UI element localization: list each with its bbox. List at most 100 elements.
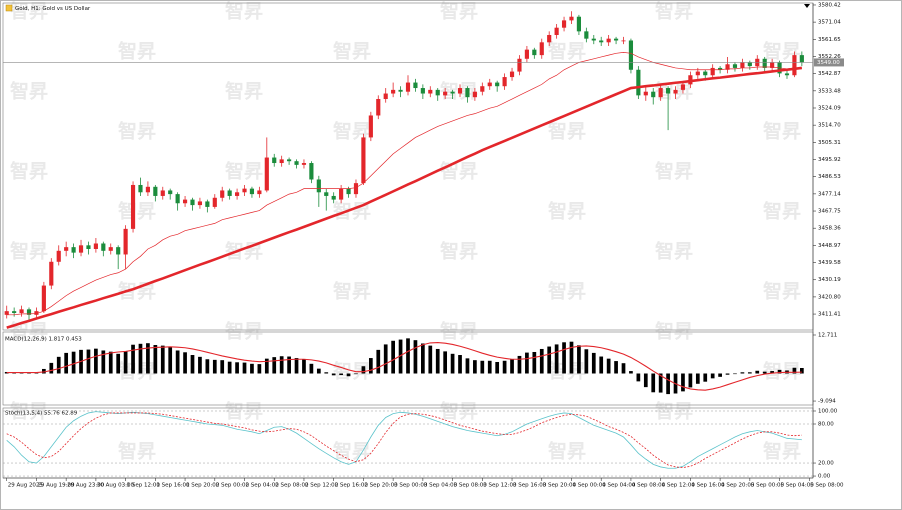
y-tick-label: 3552.26 bbox=[818, 54, 841, 60]
macd-bar bbox=[562, 342, 566, 374]
macd-bar bbox=[49, 362, 54, 374]
ma-slow bbox=[6, 66, 803, 329]
watermark: 智昇 bbox=[333, 120, 371, 143]
macd-bar bbox=[443, 351, 448, 374]
candle-body bbox=[160, 190, 165, 196]
candle-body bbox=[554, 27, 559, 36]
macd-bar bbox=[205, 359, 210, 374]
y-tick-label: 20.00 bbox=[818, 461, 834, 467]
macd-bar bbox=[287, 356, 291, 374]
y-tick-label: 80.00 bbox=[818, 422, 834, 428]
macd-bar bbox=[324, 372, 329, 374]
candle-body bbox=[108, 247, 113, 251]
macd-bar bbox=[747, 372, 752, 374]
candle-body bbox=[93, 243, 98, 249]
candle-body bbox=[227, 190, 232, 196]
x-tick-label: 4 Sep 12:00 bbox=[662, 483, 696, 489]
candle-body bbox=[405, 82, 411, 92]
macd-bar bbox=[376, 349, 381, 374]
watermark: 智昇 bbox=[10, 320, 48, 343]
candle-body bbox=[703, 71, 708, 76]
candle-body bbox=[339, 188, 344, 200]
watermark: 智昇 bbox=[763, 200, 801, 223]
candle-body bbox=[71, 247, 76, 253]
watermark: 智昇 bbox=[763, 440, 801, 463]
candle-body bbox=[383, 93, 388, 100]
macd-bar bbox=[487, 360, 492, 374]
macd-bar bbox=[153, 345, 158, 374]
candle-body bbox=[539, 42, 544, 56]
candle-body bbox=[56, 250, 61, 262]
macd-bar bbox=[4, 371, 9, 374]
candle-body bbox=[740, 62, 745, 68]
stoch-title: Stoch(13,5,4) 55.76 62.89 bbox=[5, 411, 78, 417]
candle-body bbox=[517, 58, 522, 72]
candle-body bbox=[175, 194, 180, 204]
candle-body bbox=[762, 58, 767, 68]
watermark: 智昇 bbox=[10, 240, 48, 263]
y-tick-label: 3505.31 bbox=[818, 140, 841, 146]
watermark: 智昇 bbox=[763, 360, 801, 383]
watermark: 智昇 bbox=[118, 360, 156, 383]
candle-body bbox=[101, 243, 106, 251]
candle-body bbox=[212, 197, 217, 207]
watermark: 智昇 bbox=[118, 40, 156, 63]
candle-body bbox=[487, 82, 492, 87]
macd-bar bbox=[131, 344, 135, 374]
watermark: 智昇 bbox=[763, 120, 801, 143]
macd-bar bbox=[777, 369, 782, 374]
candle-body bbox=[182, 199, 188, 204]
macd-bar bbox=[64, 352, 69, 374]
candle-body bbox=[695, 71, 700, 76]
candle-body bbox=[398, 89, 403, 92]
candle-body bbox=[606, 38, 611, 43]
y-tick-label: 3411.41 bbox=[818, 312, 841, 318]
candle-body bbox=[197, 201, 203, 206]
candle-body bbox=[524, 49, 529, 59]
candle-body bbox=[628, 40, 634, 70]
macd-bar bbox=[94, 348, 98, 374]
chart-title: Gold, H1: Gold vs US Dollar bbox=[15, 6, 91, 12]
candle-body bbox=[710, 67, 715, 76]
x-tick-label: 3 Sep 20:00 bbox=[543, 483, 577, 489]
macd-bar bbox=[733, 373, 737, 375]
watermark: 智昇 bbox=[655, 240, 693, 263]
macd-bar bbox=[525, 352, 529, 374]
watermark: 智昇 bbox=[655, 320, 693, 343]
candle-body bbox=[235, 192, 240, 196]
x-tick-label: 5 Sep 08:00 bbox=[810, 483, 844, 489]
candle-body bbox=[584, 31, 589, 39]
candle-body bbox=[301, 163, 307, 165]
watermark: 智昇 bbox=[333, 40, 371, 63]
candle-body bbox=[78, 245, 84, 253]
x-tick-label: 3 Sep 00:00 bbox=[394, 483, 428, 489]
macd-bar bbox=[695, 373, 700, 384]
macd-bar bbox=[599, 356, 604, 374]
macd-bar bbox=[279, 356, 284, 374]
watermark: 智昇 bbox=[548, 200, 586, 223]
y-tick-label: 3448.97 bbox=[818, 243, 841, 249]
candle-body bbox=[547, 35, 552, 43]
macd-bar bbox=[762, 371, 767, 374]
watermark: 智昇 bbox=[548, 120, 586, 143]
candle-body bbox=[116, 247, 121, 255]
macd-bar bbox=[56, 356, 61, 374]
watermark: 智昇 bbox=[333, 280, 371, 303]
candle-body bbox=[643, 91, 648, 96]
y-tick-label: 3477.14 bbox=[818, 191, 841, 197]
candle-body bbox=[145, 186, 150, 193]
macd-bar bbox=[799, 367, 804, 374]
watermark: 智昇 bbox=[548, 440, 586, 463]
x-tick-label: 1 Sep 12:00 bbox=[127, 483, 161, 489]
watermark: 智昇 bbox=[10, 0, 48, 23]
y-tick-label: 3486.53 bbox=[818, 174, 841, 180]
macd-bar bbox=[718, 373, 722, 377]
x-tick-label: 29 Aug 23:00 bbox=[67, 483, 105, 489]
macd-bar bbox=[250, 363, 254, 374]
macd-bar bbox=[636, 373, 641, 382]
x-tick-label: 2 Sep 16:00 bbox=[335, 483, 369, 489]
macd-bar bbox=[480, 360, 485, 374]
candle-body bbox=[732, 64, 738, 68]
candle-body bbox=[123, 228, 128, 255]
